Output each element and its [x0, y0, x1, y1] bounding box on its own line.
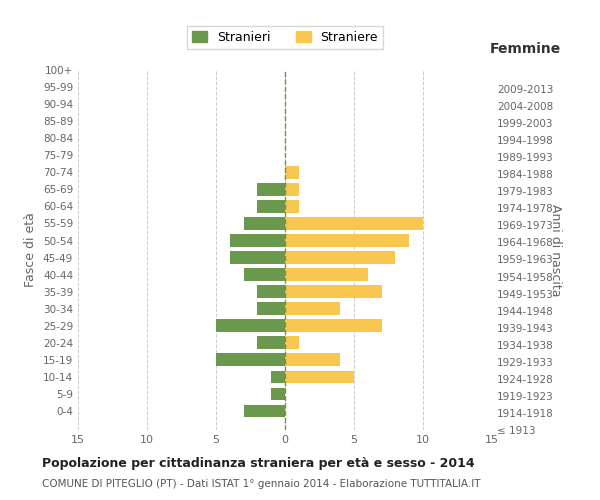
- Bar: [285, 336, 299, 349]
- Bar: [285, 302, 340, 315]
- Text: Popolazione per cittadinanza straniera per età e sesso - 2014: Popolazione per cittadinanza straniera p…: [42, 458, 475, 470]
- Bar: [285, 251, 395, 264]
- Bar: [257, 200, 285, 213]
- Bar: [285, 183, 299, 196]
- Bar: [285, 234, 409, 247]
- Bar: [244, 268, 285, 281]
- Bar: [230, 234, 285, 247]
- Legend: Stranieri, Straniere: Stranieri, Straniere: [187, 26, 383, 49]
- Bar: [244, 217, 285, 230]
- Text: COMUNE DI PITEGLIO (PT) - Dati ISTAT 1° gennaio 2014 - Elaborazione TUTTITALIA.I: COMUNE DI PITEGLIO (PT) - Dati ISTAT 1° …: [42, 479, 481, 489]
- Bar: [285, 320, 382, 332]
- Bar: [216, 354, 285, 366]
- Bar: [271, 370, 285, 384]
- Bar: [257, 286, 285, 298]
- Bar: [285, 286, 382, 298]
- Text: Femmine: Femmine: [490, 42, 561, 56]
- Bar: [285, 268, 368, 281]
- Bar: [216, 320, 285, 332]
- Y-axis label: Anni di nascita: Anni di nascita: [549, 204, 562, 296]
- Bar: [257, 336, 285, 349]
- Bar: [285, 354, 340, 366]
- Bar: [271, 388, 285, 400]
- Bar: [285, 217, 423, 230]
- Bar: [230, 251, 285, 264]
- Y-axis label: Fasce di età: Fasce di età: [25, 212, 37, 288]
- Bar: [257, 302, 285, 315]
- Bar: [285, 200, 299, 213]
- Bar: [285, 166, 299, 178]
- Bar: [285, 370, 354, 384]
- Bar: [257, 183, 285, 196]
- Bar: [244, 404, 285, 417]
